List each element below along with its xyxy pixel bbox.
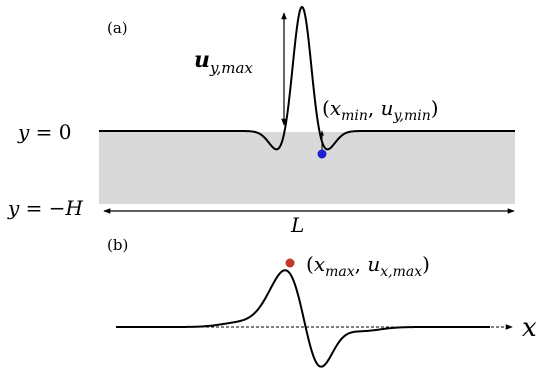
min-label-sep: , <box>368 96 381 120</box>
bottom-level-eq: = − <box>19 196 65 220</box>
max-point-marker <box>285 258 295 268</box>
max-label-open: ( <box>306 252 314 276</box>
max-label-x-sub: max <box>325 264 355 280</box>
bottom-level-label: y = −H <box>7 196 84 220</box>
peak-label-base: u <box>194 47 210 73</box>
max-point-label: (xmax, ux,max) <box>306 252 430 280</box>
max-label-u: u <box>367 252 380 276</box>
min-point-marker <box>317 149 327 159</box>
horizontal-displacement-curve <box>116 269 490 368</box>
peak-label-sub: y,max <box>209 59 253 77</box>
max-label-sep: , <box>355 252 368 276</box>
panel-a: (a) uy,max (xmin, uy,min) y = 0 y = −H L <box>7 5 515 237</box>
min-label-close: ) <box>431 96 439 120</box>
fluid-slab <box>99 132 515 204</box>
min-point-label: (xmin, uy,min) <box>322 96 439 124</box>
max-label-u-sub: x,max <box>380 264 422 280</box>
surface-level-rest: = 0 <box>29 120 71 144</box>
surface-displacement-curve <box>99 5 515 151</box>
panel-a-label: (a) <box>107 19 128 37</box>
max-label-x: x <box>314 252 325 276</box>
max-label-close: ) <box>422 252 430 276</box>
x-axis-label: x <box>522 313 537 343</box>
panel-b: (b) x (xmax, ux,max) <box>107 236 537 368</box>
surface-level-label: y = 0 <box>17 120 72 144</box>
length-label: L <box>290 213 304 237</box>
min-label-open: ( <box>322 96 330 120</box>
min-label-u-sub: y,min <box>392 108 430 124</box>
peak-amplitude-label: uy,max <box>194 47 253 77</box>
bottom-level-var: y <box>7 196 20 220</box>
bottom-level-h: H <box>65 196 84 220</box>
min-label-u: u <box>381 96 394 120</box>
panel-b-label: (b) <box>107 236 128 254</box>
min-label-x-sub: min <box>341 108 368 124</box>
surface-level-var: y <box>17 120 30 144</box>
min-label-x: x <box>330 96 341 120</box>
